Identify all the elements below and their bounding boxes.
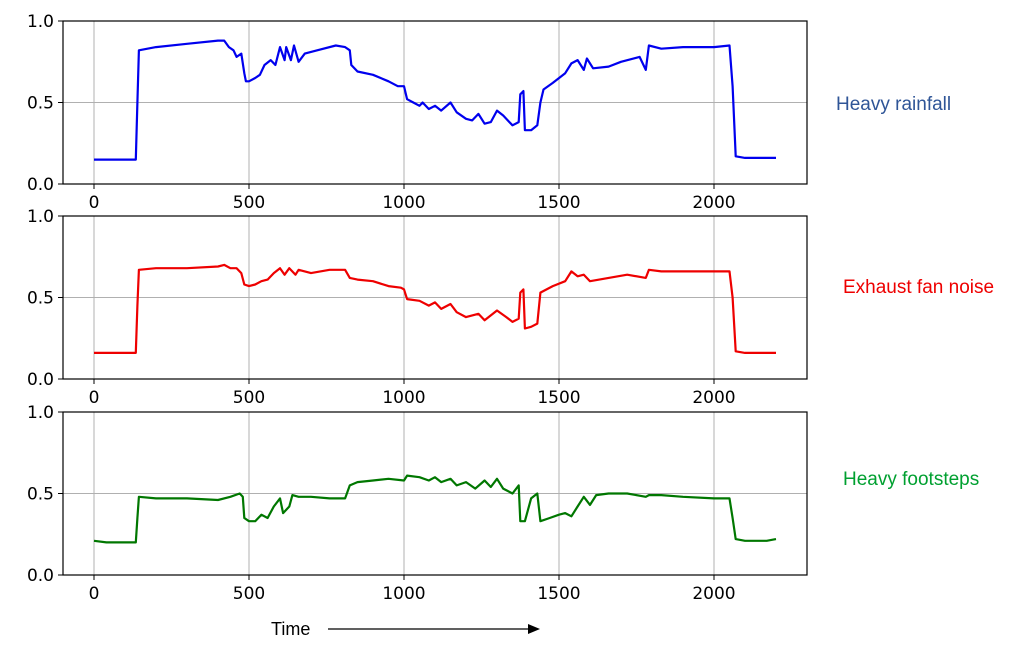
x-tick-label: 0 xyxy=(89,388,100,408)
x-tick-label: 500 xyxy=(233,584,265,604)
y-tick-label: 0.5 xyxy=(27,289,54,309)
x-tick-label: 1000 xyxy=(382,193,425,213)
y-tick-label: 1.0 xyxy=(27,207,54,227)
x-tick-label: 0 xyxy=(89,584,100,604)
y-tick-label: 0.0 xyxy=(27,370,54,390)
x-tick-label: 2000 xyxy=(692,584,735,604)
series-label-heavy-footsteps: Heavy footsteps xyxy=(843,469,979,490)
y-tick-label: 0.5 xyxy=(27,485,54,505)
x-tick-label: 1500 xyxy=(537,193,580,213)
x-axis-title-group: Time xyxy=(271,619,540,639)
y-tick-label: 0.0 xyxy=(27,566,54,586)
y-tick-label: 0.5 xyxy=(27,94,54,114)
chart-panel-heavy-rainfall: 0 500 1000 1500 2000 0.0 0.5 1.0 Heavy rainfall xyxy=(27,12,951,213)
x-tick-label: 1000 xyxy=(382,388,425,408)
series-line xyxy=(93,474,777,544)
series-line xyxy=(94,263,776,354)
chart-panel-exhaust-fan-noise: 0 500 1000 1500 2000 0.0 0.5 1.0 Exhaust fan noi… xyxy=(27,207,994,408)
x-tick-label: 2000 xyxy=(692,193,735,213)
x-tick-label: 500 xyxy=(233,193,265,213)
series-label-exhaust-fan-noise: Exhaust fan noise xyxy=(843,277,994,298)
x-tick-label: 1500 xyxy=(537,388,580,408)
y-tick-label: 0.0 xyxy=(27,175,54,195)
x-tick-label: 500 xyxy=(233,388,265,408)
x-tick-label: 0 xyxy=(89,193,100,213)
chart-panel-heavy-footsteps: 0 500 1000 1500 2000 0.0 0.5 1.0 Heavy footsteps xyxy=(27,403,979,604)
x-axis-title: Time xyxy=(271,619,310,639)
time-arrow-head xyxy=(528,624,540,634)
x-tick-label: 1000 xyxy=(382,584,425,604)
x-tick-label: 2000 xyxy=(692,388,735,408)
y-tick-label: 1.0 xyxy=(27,403,54,423)
y-tick-label: 1.0 xyxy=(27,12,54,32)
series-line xyxy=(94,39,776,161)
x-tick-label: 1500 xyxy=(537,584,580,604)
series-label-heavy-rainfall: Heavy rainfall xyxy=(836,94,951,115)
